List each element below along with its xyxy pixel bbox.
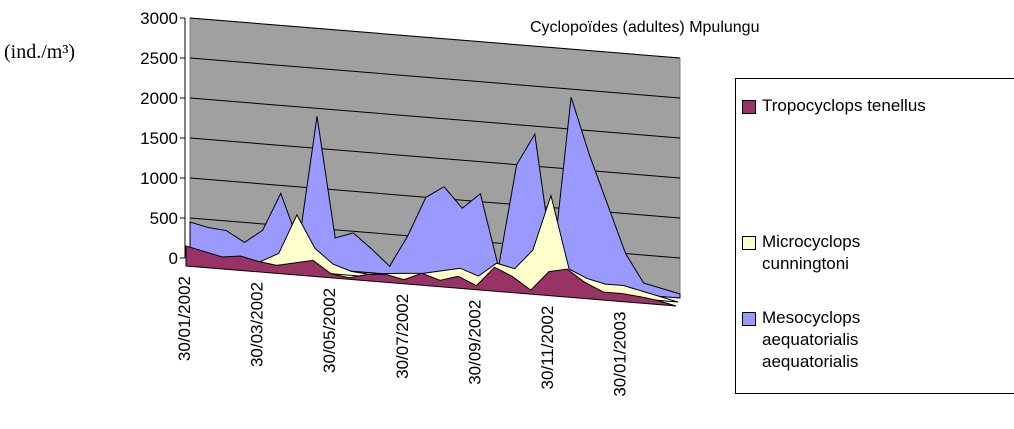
y-tick-label: 3000	[140, 9, 178, 28]
legend-swatch	[742, 100, 756, 114]
area	[185, 245, 677, 307]
x-tick-label: 30/11/2002	[538, 306, 557, 390]
legend-label: Mesocyclops aequatorialis aequatorialis	[762, 308, 861, 371]
grid-line	[189, 57, 681, 99]
grid-line	[189, 97, 681, 139]
y-axis-label: (ind./m³)	[4, 41, 75, 63]
legend-label: Microcyclops cunningtoni	[762, 232, 861, 273]
legend: Tropocyclops tenellus Microcyclops cunnin…	[735, 78, 1014, 394]
legend-entry: Microcyclops cunningtoni	[742, 231, 942, 275]
chart-title: Cyclopoïdes (adultes) Mpulungu	[530, 19, 759, 36]
legend-entry: Mesocyclops aequatorialis aequatorialis	[742, 307, 942, 373]
legend-swatch	[742, 312, 756, 326]
x-tick-label: 30/09/2002	[465, 300, 484, 385]
x-tick-label: 30/01/2002	[175, 276, 194, 361]
x-tick-label: 30/03/2002	[248, 282, 267, 367]
y-tick-label: 1500	[140, 129, 178, 148]
x-tick-label: 30/05/2002	[320, 288, 339, 373]
y-tick-label: 1000	[140, 169, 178, 188]
legend-label: Tropocyclops tenellus	[762, 96, 926, 115]
x-tick-label: 30/01/2003	[611, 312, 630, 397]
legend-swatch	[742, 236, 756, 250]
y-tick-label: 500	[150, 209, 178, 228]
legend-entry: Tropocyclops tenellus	[742, 95, 942, 117]
y-tick-label: 2500	[140, 49, 178, 68]
y-tick-label: 0	[169, 249, 178, 268]
y-tick-label: 2000	[140, 89, 178, 108]
grid-line	[189, 17, 681, 59]
x-tick-label: 30/07/2002	[393, 294, 412, 379]
grid-line	[189, 137, 681, 179]
